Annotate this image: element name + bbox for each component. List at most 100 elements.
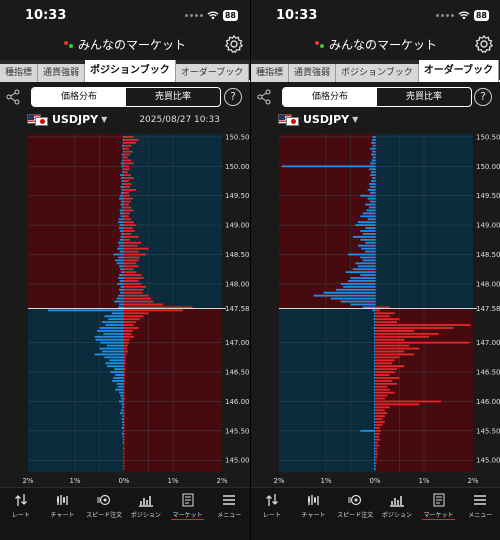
buy-bar: [122, 138, 124, 141]
chevron-down-icon: ▼: [352, 115, 359, 124]
segment-price-distribution[interactable]: 価格分布: [283, 88, 377, 106]
sell-bar: [124, 379, 125, 382]
price-tick-label: 150.50: [225, 133, 250, 141]
gear-icon[interactable]: [224, 34, 244, 54]
nav-rate[interactable]: レート: [0, 488, 42, 540]
tab-position-book[interactable]: ポジションブック: [336, 64, 419, 82]
tab-indicators[interactable]: 種指標: [0, 64, 39, 82]
nav-chart[interactable]: チャート: [293, 488, 335, 540]
buy-bar: [374, 412, 375, 415]
sell-bar: [375, 233, 376, 235]
sell-bar: [375, 318, 400, 321]
app-title: みんなのマーケット: [251, 36, 500, 54]
nav-position[interactable]: ポジション: [125, 488, 167, 540]
buy-bar: [367, 188, 375, 191]
buy-bar: [113, 253, 124, 256]
sell-bar: [124, 180, 129, 182]
buy-bar: [117, 247, 124, 250]
share-icon[interactable]: [5, 89, 21, 105]
sell-bar: [124, 288, 144, 291]
nav-market[interactable]: マーケット: [418, 488, 460, 540]
tab-order-book[interactable]: オーダーブック: [418, 60, 500, 82]
sell-bar: [124, 150, 133, 153]
sell-bar: [375, 421, 385, 423]
tab-currency-strength[interactable]: 通貨強弱: [38, 64, 86, 82]
buy-bar: [115, 374, 124, 376]
sell-bar: [124, 247, 149, 250]
tab-order-book[interactable]: オーダーブック: [175, 64, 250, 82]
sell-bar: [375, 429, 381, 432]
sell-bar: [124, 280, 139, 282]
sell-bar: [124, 400, 125, 403]
buy-bar: [370, 185, 375, 188]
buy-bar: [122, 415, 124, 418]
nav-menu[interactable]: メニュー: [459, 488, 500, 540]
nav-position-icon: [389, 496, 404, 507]
sell-bar: [375, 256, 376, 259]
share-icon[interactable]: [256, 89, 272, 105]
signal-icon: [435, 14, 454, 17]
price-tick-label: 149.50: [476, 192, 500, 200]
sell-bar: [375, 138, 376, 141]
sell-bar: [375, 465, 376, 468]
buy-bar: [374, 374, 375, 376]
sell-bar: [375, 150, 376, 153]
buy-bar: [370, 191, 375, 194]
help-icon[interactable]: ?: [474, 88, 492, 106]
nav-rate[interactable]: レート: [251, 488, 293, 540]
sell-bar: [375, 344, 410, 347]
gear-icon[interactable]: [474, 34, 494, 54]
nav-chart[interactable]: チャート: [42, 488, 84, 540]
buy-bar: [104, 315, 124, 318]
nav-market[interactable]: マーケット: [167, 488, 209, 540]
sell-bar: [124, 353, 127, 356]
sell-bar: [375, 238, 376, 241]
buy-bar: [374, 359, 375, 362]
buy-bar: [101, 350, 124, 353]
buy-bar: [374, 379, 375, 382]
segment-buy-sell-ratio[interactable]: 売買比率: [405, 92, 442, 102]
price-tick-label: 147.58: [225, 305, 250, 313]
segment-buy-sell-ratio[interactable]: 売買比率: [154, 92, 191, 102]
status-bar: 10:33 88: [251, 0, 500, 32]
buy-bar: [48, 309, 124, 312]
buy-bar: [123, 150, 124, 153]
buy-bar: [374, 468, 375, 470]
sell-bar: [124, 447, 125, 450]
nav-menu[interactable]: メニュー: [208, 488, 250, 540]
buy-bar: [121, 177, 124, 180]
sell-bar: [375, 282, 376, 285]
buy-bar: [118, 294, 124, 297]
buy-bar: [99, 327, 124, 329]
sell-bar: [375, 200, 376, 203]
buy-bar: [94, 335, 124, 338]
price-tick-label: 149.00: [225, 222, 250, 230]
sell-bar: [124, 312, 149, 315]
price-tick-label: 149.50: [225, 192, 250, 200]
buy-bar: [374, 450, 375, 453]
bottom-navigation: レート チャート スピード注文 ポジション マーケット メニュー: [251, 487, 500, 540]
segment-price-distribution[interactable]: 価格分布: [32, 88, 126, 106]
price-tick-label: 147.58: [476, 305, 500, 313]
tab-indicators[interactable]: 種指標: [251, 64, 290, 82]
nav-speed-order[interactable]: スピード注文: [334, 488, 376, 540]
sell-bar: [375, 171, 376, 174]
nav-speed-order[interactable]: スピード注文: [83, 488, 125, 540]
buy-bar: [121, 397, 124, 400]
tab-position-book[interactable]: ポジションブック: [85, 60, 176, 82]
currency-pair-selector[interactable]: USDJPY ▼: [278, 113, 358, 126]
sell-bar: [375, 174, 376, 177]
nav-position[interactable]: ポジション: [376, 488, 418, 540]
buy-bar: [121, 188, 124, 191]
currency-pair-selector[interactable]: USDJPY ▼: [27, 113, 107, 126]
buy-bar: [120, 212, 124, 215]
sell-bar: [124, 165, 129, 168]
sell-bar: [375, 321, 398, 324]
tab-currency-strength[interactable]: 通貨強弱: [289, 64, 337, 82]
buy-bar: [103, 332, 124, 335]
buy-bar: [120, 174, 124, 177]
buy-bar: [374, 421, 375, 423]
sell-bar: [124, 224, 137, 227]
battery-icon: 88: [222, 10, 238, 21]
help-icon[interactable]: ?: [224, 88, 242, 106]
